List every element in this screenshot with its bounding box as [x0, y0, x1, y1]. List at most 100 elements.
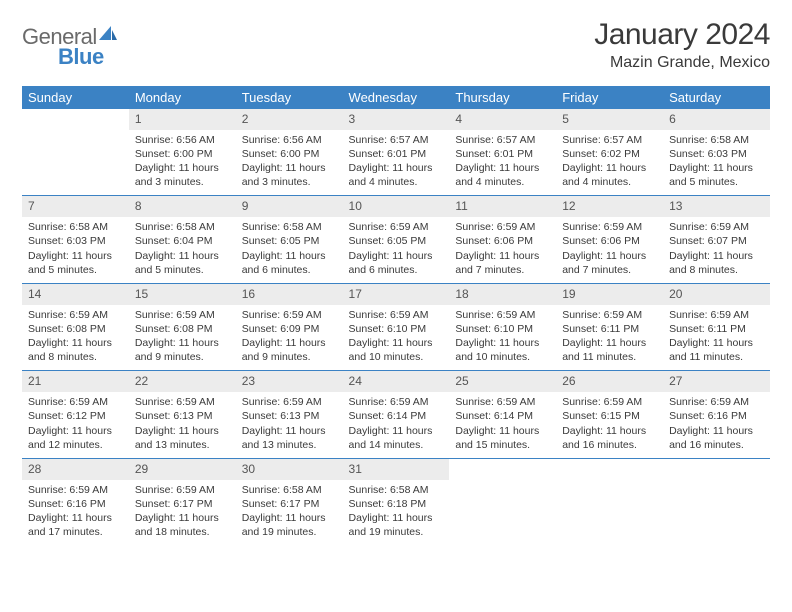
calendar-day-cell: 7Sunrise: 6:58 AMSunset: 6:03 PMDaylight…: [22, 196, 129, 283]
day-number: 5: [556, 109, 663, 130]
day-number: 16: [236, 284, 343, 305]
calendar-week-row: 28Sunrise: 6:59 AMSunset: 6:16 PMDayligh…: [22, 458, 770, 545]
day-number: 17: [343, 284, 450, 305]
calendar-day-cell: 16Sunrise: 6:59 AMSunset: 6:09 PMDayligh…: [236, 283, 343, 370]
weekday-header: Saturday: [663, 86, 770, 109]
day-number: 25: [449, 371, 556, 392]
day-number: 7: [22, 196, 129, 217]
day-details: Sunrise: 6:58 AMSunset: 6:18 PMDaylight:…: [343, 480, 450, 546]
day-details: Sunrise: 6:59 AMSunset: 6:14 PMDaylight:…: [449, 392, 556, 458]
weekday-header-row: SundayMondayTuesdayWednesdayThursdayFrid…: [22, 86, 770, 109]
day-number: [449, 459, 556, 480]
day-number: 15: [129, 284, 236, 305]
day-number: 10: [343, 196, 450, 217]
day-number: 20: [663, 284, 770, 305]
day-details: Sunrise: 6:58 AMSunset: 6:17 PMDaylight:…: [236, 480, 343, 546]
day-number: 9: [236, 196, 343, 217]
calendar-day-cell: 13Sunrise: 6:59 AMSunset: 6:07 PMDayligh…: [663, 196, 770, 283]
calendar-week-row: 21Sunrise: 6:59 AMSunset: 6:12 PMDayligh…: [22, 371, 770, 458]
calendar-day-cell: 22Sunrise: 6:59 AMSunset: 6:13 PMDayligh…: [129, 371, 236, 458]
calendar-day-cell: 6Sunrise: 6:58 AMSunset: 6:03 PMDaylight…: [663, 109, 770, 196]
day-number: 26: [556, 371, 663, 392]
calendar-day-cell: 15Sunrise: 6:59 AMSunset: 6:08 PMDayligh…: [129, 283, 236, 370]
day-number: [663, 459, 770, 480]
day-number: 2: [236, 109, 343, 130]
day-details: Sunrise: 6:56 AMSunset: 6:00 PMDaylight:…: [236, 130, 343, 196]
calendar-day-cell: [556, 458, 663, 545]
day-details: Sunrise: 6:59 AMSunset: 6:13 PMDaylight:…: [129, 392, 236, 458]
day-details: Sunrise: 6:59 AMSunset: 6:13 PMDaylight:…: [236, 392, 343, 458]
calendar-day-cell: 31Sunrise: 6:58 AMSunset: 6:18 PMDayligh…: [343, 458, 450, 545]
day-details: Sunrise: 6:59 AMSunset: 6:16 PMDaylight:…: [663, 392, 770, 458]
calendar-day-cell: 25Sunrise: 6:59 AMSunset: 6:14 PMDayligh…: [449, 371, 556, 458]
day-number: 6: [663, 109, 770, 130]
day-details: Sunrise: 6:59 AMSunset: 6:10 PMDaylight:…: [449, 305, 556, 371]
day-details: Sunrise: 6:57 AMSunset: 6:01 PMDaylight:…: [449, 130, 556, 196]
day-details: Sunrise: 6:57 AMSunset: 6:02 PMDaylight:…: [556, 130, 663, 196]
day-number: 21: [22, 371, 129, 392]
day-details: Sunrise: 6:59 AMSunset: 6:15 PMDaylight:…: [556, 392, 663, 458]
day-number: 27: [663, 371, 770, 392]
day-details: Sunrise: 6:59 AMSunset: 6:17 PMDaylight:…: [129, 480, 236, 546]
calendar-day-cell: 28Sunrise: 6:59 AMSunset: 6:16 PMDayligh…: [22, 458, 129, 545]
calendar-day-cell: [449, 458, 556, 545]
day-number: 30: [236, 459, 343, 480]
day-details: Sunrise: 6:58 AMSunset: 6:04 PMDaylight:…: [129, 217, 236, 283]
calendar-day-cell: 24Sunrise: 6:59 AMSunset: 6:14 PMDayligh…: [343, 371, 450, 458]
weekday-header: Friday: [556, 86, 663, 109]
logo-text-blue: Blue: [58, 44, 104, 69]
day-details: Sunrise: 6:57 AMSunset: 6:01 PMDaylight:…: [343, 130, 450, 196]
calendar-day-cell: 17Sunrise: 6:59 AMSunset: 6:10 PMDayligh…: [343, 283, 450, 370]
calendar-day-cell: 18Sunrise: 6:59 AMSunset: 6:10 PMDayligh…: [449, 283, 556, 370]
day-details: Sunrise: 6:59 AMSunset: 6:16 PMDaylight:…: [22, 480, 129, 546]
calendar-day-cell: 11Sunrise: 6:59 AMSunset: 6:06 PMDayligh…: [449, 196, 556, 283]
day-number: 31: [343, 459, 450, 480]
day-details: Sunrise: 6:59 AMSunset: 6:14 PMDaylight:…: [343, 392, 450, 458]
day-number: 28: [22, 459, 129, 480]
day-number: 29: [129, 459, 236, 480]
calendar-day-cell: 19Sunrise: 6:59 AMSunset: 6:11 PMDayligh…: [556, 283, 663, 370]
month-title: January 2024: [594, 18, 770, 52]
logo: General Blue: [22, 18, 119, 50]
calendar-table: SundayMondayTuesdayWednesdayThursdayFrid…: [22, 86, 770, 545]
day-number: 3: [343, 109, 450, 130]
calendar-day-cell: 12Sunrise: 6:59 AMSunset: 6:06 PMDayligh…: [556, 196, 663, 283]
day-number: 22: [129, 371, 236, 392]
day-details: Sunrise: 6:59 AMSunset: 6:05 PMDaylight:…: [343, 217, 450, 283]
day-details: Sunrise: 6:56 AMSunset: 6:00 PMDaylight:…: [129, 130, 236, 196]
calendar-day-cell: 9Sunrise: 6:58 AMSunset: 6:05 PMDaylight…: [236, 196, 343, 283]
calendar-day-cell: 2Sunrise: 6:56 AMSunset: 6:00 PMDaylight…: [236, 109, 343, 196]
header: General Blue January 2024 Mazin Grande, …: [22, 18, 770, 72]
day-details: Sunrise: 6:59 AMSunset: 6:11 PMDaylight:…: [556, 305, 663, 371]
day-details: Sunrise: 6:59 AMSunset: 6:07 PMDaylight:…: [663, 217, 770, 283]
calendar-day-cell: 4Sunrise: 6:57 AMSunset: 6:01 PMDaylight…: [449, 109, 556, 196]
title-block: January 2024 Mazin Grande, Mexico: [594, 18, 770, 72]
day-number: [22, 109, 129, 130]
calendar-body: 1Sunrise: 6:56 AMSunset: 6:00 PMDaylight…: [22, 109, 770, 545]
calendar-day-cell: 3Sunrise: 6:57 AMSunset: 6:01 PMDaylight…: [343, 109, 450, 196]
day-details: Sunrise: 6:58 AMSunset: 6:03 PMDaylight:…: [663, 130, 770, 196]
day-details: Sunrise: 6:59 AMSunset: 6:06 PMDaylight:…: [556, 217, 663, 283]
calendar-day-cell: 30Sunrise: 6:58 AMSunset: 6:17 PMDayligh…: [236, 458, 343, 545]
calendar-day-cell: 14Sunrise: 6:59 AMSunset: 6:08 PMDayligh…: [22, 283, 129, 370]
calendar-day-cell: 29Sunrise: 6:59 AMSunset: 6:17 PMDayligh…: [129, 458, 236, 545]
weekday-header: Tuesday: [236, 86, 343, 109]
calendar-day-cell: 20Sunrise: 6:59 AMSunset: 6:11 PMDayligh…: [663, 283, 770, 370]
day-number: 1: [129, 109, 236, 130]
day-details: Sunrise: 6:59 AMSunset: 6:11 PMDaylight:…: [663, 305, 770, 371]
calendar-day-cell: 27Sunrise: 6:59 AMSunset: 6:16 PMDayligh…: [663, 371, 770, 458]
calendar-day-cell: 5Sunrise: 6:57 AMSunset: 6:02 PMDaylight…: [556, 109, 663, 196]
day-number: [556, 459, 663, 480]
day-number: 4: [449, 109, 556, 130]
location: Mazin Grande, Mexico: [594, 54, 770, 72]
calendar-week-row: 7Sunrise: 6:58 AMSunset: 6:03 PMDaylight…: [22, 196, 770, 283]
day-number: 24: [343, 371, 450, 392]
weekday-header: Wednesday: [343, 86, 450, 109]
calendar-week-row: 14Sunrise: 6:59 AMSunset: 6:08 PMDayligh…: [22, 283, 770, 370]
calendar-day-cell: 21Sunrise: 6:59 AMSunset: 6:12 PMDayligh…: [22, 371, 129, 458]
day-details: Sunrise: 6:58 AMSunset: 6:03 PMDaylight:…: [22, 217, 129, 283]
calendar-day-cell: 10Sunrise: 6:59 AMSunset: 6:05 PMDayligh…: [343, 196, 450, 283]
calendar-week-row: 1Sunrise: 6:56 AMSunset: 6:00 PMDaylight…: [22, 109, 770, 196]
day-number: 19: [556, 284, 663, 305]
calendar-day-cell: 8Sunrise: 6:58 AMSunset: 6:04 PMDaylight…: [129, 196, 236, 283]
